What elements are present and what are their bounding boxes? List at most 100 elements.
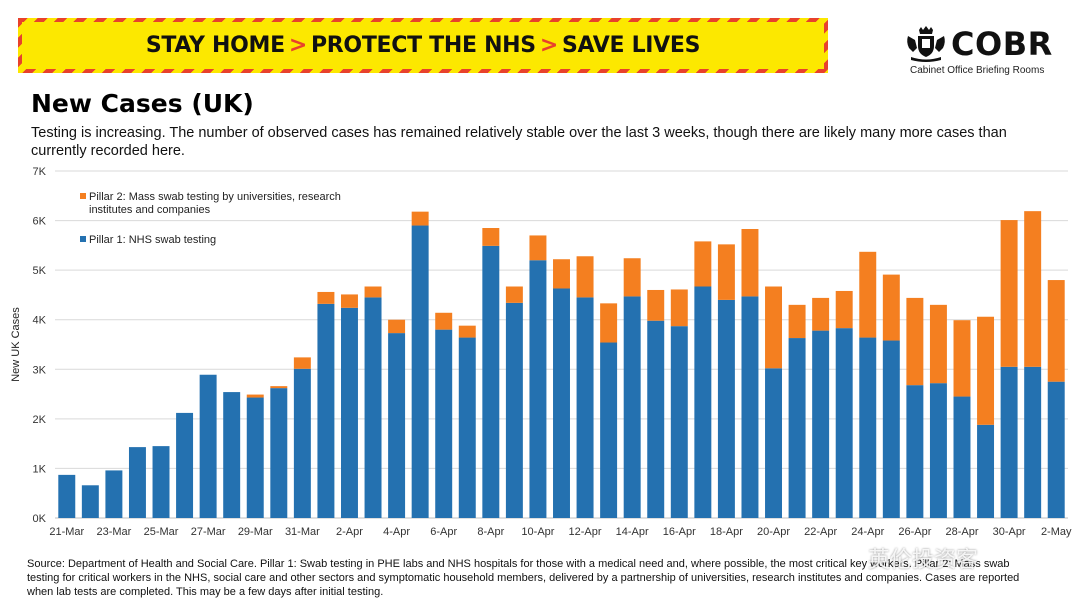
bar-pillar2: [411, 211, 429, 226]
bar-pillar1: [788, 338, 806, 518]
bar-pillar1: [223, 392, 241, 518]
bar-pillar1: [835, 328, 853, 518]
bar-pillar1: [505, 302, 523, 518]
bar-pillar2: [435, 312, 453, 330]
bar-pillar1: [1047, 381, 1065, 518]
bar-pillar1: [364, 297, 382, 518]
slogan-save-lives: SAVE LIVES: [561, 33, 701, 58]
bar-pillar2: [270, 386, 288, 389]
x-tick-label: 21-Mar: [49, 526, 84, 538]
slogan-stay-home: STAY HOME: [145, 33, 285, 58]
bar-pillar2: [694, 241, 712, 287]
bar-pillar2: [788, 304, 806, 339]
x-tick-label: 29-Mar: [238, 526, 273, 538]
bar-pillar1: [906, 385, 924, 518]
bar-pillar1: [58, 474, 76, 518]
bar-pillar1: [953, 396, 971, 518]
bar-pillar1: [458, 337, 476, 518]
x-tick-label: 6-Apr: [430, 526, 457, 538]
x-tick-label: 22-Apr: [804, 526, 837, 538]
x-tick-label: 28-Apr: [945, 526, 978, 538]
royal-crest-icon: [907, 26, 945, 62]
bar-pillar2: [929, 304, 947, 384]
x-tick-label: 24-Apr: [851, 526, 884, 538]
bar-pillar2: [1000, 220, 1018, 367]
legend-label-pillar1: Pillar 1: NHS swab testing: [89, 234, 216, 246]
slogan-banner: STAY HOME > PROTECT THE NHS > SAVE LIVES: [18, 18, 828, 73]
x-tick-label: 10-Apr: [521, 526, 554, 538]
legend-swatch-pillar1: [80, 236, 86, 242]
y-tick-label: 7K: [33, 166, 47, 178]
x-tick-label: 26-Apr: [898, 526, 931, 538]
x-tick-label: 25-Mar: [144, 526, 179, 538]
page-title: New Cases (UK): [31, 89, 254, 118]
bar-pillar1: [576, 297, 594, 518]
bar-pillar1: [1000, 366, 1018, 518]
bar-pillar2: [505, 286, 523, 303]
bar-pillar2: [317, 291, 335, 304]
bar-pillar2: [812, 297, 830, 331]
bar-pillar1: [600, 342, 618, 518]
bar-pillar1: [694, 286, 712, 518]
bar-pillar1: [647, 320, 665, 518]
bar-pillar1: [741, 296, 759, 518]
bar-pillar1: [340, 307, 358, 518]
x-tick-label: 2-Apr: [336, 526, 363, 538]
bar-pillar2: [576, 256, 594, 298]
bar-pillar1: [246, 397, 264, 518]
bar-pillar1: [105, 470, 123, 518]
bar-pillar1: [482, 245, 500, 519]
y-tick-label: 1K: [33, 463, 47, 475]
bar-pillar1: [435, 329, 453, 518]
slogan-banner-text: STAY HOME > PROTECT THE NHS > SAVE LIVES: [22, 22, 824, 69]
bar-pillar2: [364, 286, 382, 298]
bar-pillar1: [152, 446, 170, 518]
y-tick-label: 0K: [33, 513, 47, 525]
y-tick-label: 4K: [33, 315, 47, 327]
bar-pillar1: [199, 374, 217, 518]
bar-pillar2: [293, 357, 311, 369]
x-tick-label: 4-Apr: [383, 526, 410, 538]
bar-pillar1: [81, 485, 99, 518]
bar-pillar2: [623, 258, 641, 297]
logo-name: COBR: [951, 25, 1053, 63]
bar-pillar2: [529, 235, 547, 261]
bar-pillar2: [882, 274, 900, 341]
bar-pillar2: [906, 297, 924, 386]
bar-pillar2: [670, 289, 688, 327]
chevron-right-icon: >: [288, 33, 307, 58]
y-tick-label: 6K: [33, 216, 47, 228]
legend-swatch-pillar2: [80, 193, 86, 199]
bar-pillar1: [553, 288, 570, 518]
bar-pillar2: [717, 244, 735, 300]
x-tick-label: 14-Apr: [616, 526, 649, 538]
bar-pillar1: [623, 296, 641, 518]
bar-pillar2: [835, 290, 853, 329]
bar-pillar2: [953, 320, 971, 397]
x-tick-label: 31-Mar: [285, 526, 320, 538]
logo-subtitle: Cabinet Office Briefing Rooms: [910, 65, 1045, 76]
page-description: Testing is increasing. The number of obs…: [31, 125, 1007, 159]
bar-pillar1: [293, 368, 311, 518]
y-tick-label: 3K: [33, 364, 47, 376]
legend-label-pillar2: Pillar 2: Mass swab testing by universit…: [89, 191, 341, 216]
bar-pillar2: [647, 289, 665, 321]
bar-pillar1: [128, 447, 146, 518]
bar-pillar2: [600, 303, 618, 343]
bar-pillar1: [859, 337, 877, 518]
source-note: Source: Department of Health and Social …: [27, 558, 1020, 598]
cobr-logo: COBR Cabinet Office Briefing Rooms: [905, 26, 1065, 78]
bar-pillar2: [340, 294, 358, 308]
bar-pillar1: [670, 326, 688, 518]
x-tick-label: 30-Apr: [993, 526, 1026, 538]
bar-pillar1: [882, 340, 900, 518]
bar-pillar1: [812, 330, 830, 518]
x-tick-label: 23-Mar: [96, 526, 131, 538]
watermark: 英伦投资客: [868, 547, 979, 572]
bar-pillar1: [765, 368, 783, 518]
bar-pillar2: [1047, 280, 1065, 382]
bar-pillar2: [458, 325, 476, 338]
bar-pillar2: [1024, 211, 1042, 367]
bar-pillar1: [929, 383, 947, 518]
x-tick-label: 18-Apr: [710, 526, 743, 538]
